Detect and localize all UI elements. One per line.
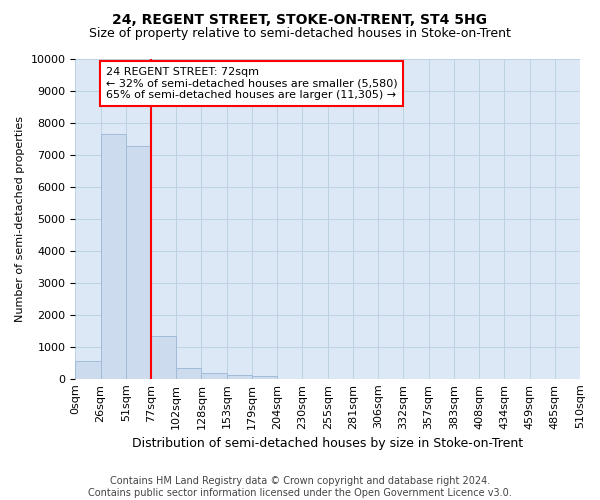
Bar [101, 134, 126, 379]
Bar [176, 368, 202, 379]
Bar [126, 146, 151, 379]
Bar [252, 376, 277, 379]
Text: Size of property relative to semi-detached houses in Stoke-on-Trent: Size of property relative to semi-detach… [89, 28, 511, 40]
Bar [227, 376, 252, 379]
Bar [151, 336, 176, 379]
Y-axis label: Number of semi-detached properties: Number of semi-detached properties [15, 116, 25, 322]
Bar [75, 361, 101, 379]
Text: 24, REGENT STREET, STOKE-ON-TRENT, ST4 5HG: 24, REGENT STREET, STOKE-ON-TRENT, ST4 5… [113, 12, 487, 26]
Text: 24 REGENT STREET: 72sqm
← 32% of semi-detached houses are smaller (5,580)
65% of: 24 REGENT STREET: 72sqm ← 32% of semi-de… [106, 67, 397, 100]
Text: Contains HM Land Registry data © Crown copyright and database right 2024.
Contai: Contains HM Land Registry data © Crown c… [88, 476, 512, 498]
Bar [202, 373, 227, 379]
X-axis label: Distribution of semi-detached houses by size in Stoke-on-Trent: Distribution of semi-detached houses by … [132, 437, 523, 450]
